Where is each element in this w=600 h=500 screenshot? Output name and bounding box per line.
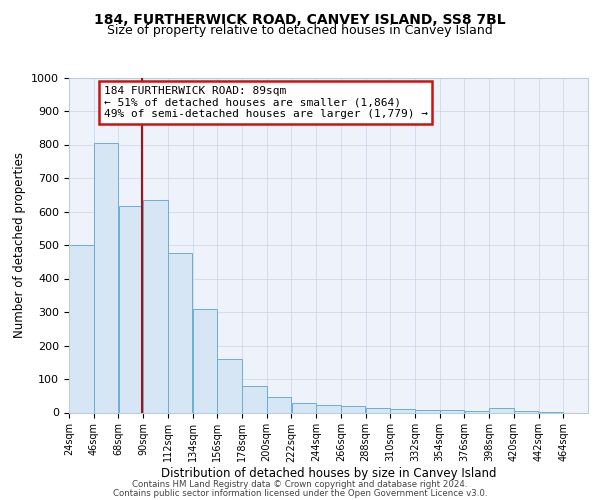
Text: 184, FURTHERWICK ROAD, CANVEY ISLAND, SS8 7BL: 184, FURTHERWICK ROAD, CANVEY ISLAND, SS… xyxy=(94,12,506,26)
Bar xyxy=(316,405,341,412)
X-axis label: Distribution of detached houses by size in Canvey Island: Distribution of detached houses by size … xyxy=(161,468,496,480)
Bar xyxy=(415,410,440,412)
Bar xyxy=(119,206,143,412)
Bar xyxy=(242,386,266,412)
Bar xyxy=(168,254,193,412)
Bar xyxy=(490,408,514,412)
Y-axis label: Number of detached properties: Number of detached properties xyxy=(13,152,26,338)
Bar xyxy=(94,143,118,412)
Bar xyxy=(292,404,316,412)
Bar xyxy=(440,410,464,412)
Text: Size of property relative to detached houses in Canvey Island: Size of property relative to detached ho… xyxy=(107,24,493,37)
Bar xyxy=(143,200,167,412)
Bar xyxy=(69,245,94,412)
Text: Contains HM Land Registry data © Crown copyright and database right 2024.: Contains HM Land Registry data © Crown c… xyxy=(132,480,468,489)
Bar xyxy=(193,310,217,412)
Text: 184 FURTHERWICK ROAD: 89sqm
← 51% of detached houses are smaller (1,864)
49% of : 184 FURTHERWICK ROAD: 89sqm ← 51% of det… xyxy=(104,86,428,119)
Bar xyxy=(267,397,291,412)
Bar xyxy=(391,409,415,412)
Bar xyxy=(341,406,365,412)
Bar xyxy=(366,408,390,412)
Bar xyxy=(464,411,489,412)
Text: Contains public sector information licensed under the Open Government Licence v3: Contains public sector information licen… xyxy=(113,489,487,498)
Bar xyxy=(217,359,242,412)
